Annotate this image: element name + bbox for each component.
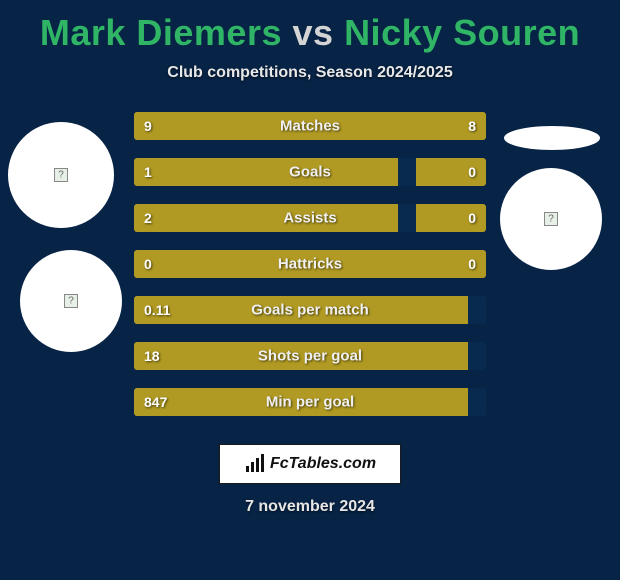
- vs-label: vs: [293, 12, 334, 53]
- stat-value-left: 18: [144, 348, 160, 364]
- brand-badge: FcTables.com: [219, 444, 401, 484]
- subtitle: Club competitions, Season 2024/2025: [0, 64, 620, 82]
- stat-label: Goals: [289, 164, 331, 181]
- stat-value-left: 9: [144, 118, 152, 134]
- brand-text: FcTables.com: [270, 455, 376, 473]
- comparison-title: Mark Diemers vs Nicky Souren: [0, 0, 620, 54]
- stat-label: Assists: [283, 210, 336, 227]
- stat-row: 9 8 Matches: [134, 112, 486, 140]
- stat-value-left: 0.11: [144, 302, 170, 318]
- stat-value-left: 2: [144, 210, 152, 226]
- stat-label: Shots per goal: [258, 348, 362, 365]
- stat-value-right: 8: [468, 118, 476, 134]
- player1-club-avatar: [20, 250, 122, 352]
- image-placeholder-icon: [54, 168, 68, 182]
- stat-row: 1 0 Goals: [134, 158, 486, 186]
- stat-row: 18 Shots per goal: [134, 342, 486, 370]
- brand-chart-icon: [244, 454, 266, 474]
- stat-value-right: 0: [468, 164, 476, 180]
- stat-value-right: 0: [468, 256, 476, 272]
- stat-label: Min per goal: [266, 394, 354, 411]
- stat-label: Goals per match: [251, 302, 369, 319]
- image-placeholder-icon: [544, 212, 558, 226]
- player1-name: Mark Diemers: [40, 12, 282, 53]
- stat-value-left: 1: [144, 164, 152, 180]
- stat-label: Matches: [280, 118, 340, 135]
- player2-avatar: [500, 168, 602, 270]
- bar-left: [134, 204, 398, 232]
- date-label: 7 november 2024: [0, 498, 620, 516]
- stat-value-left: 0: [144, 256, 152, 272]
- stat-value-right: 0: [468, 210, 476, 226]
- stat-value-left: 847: [144, 394, 167, 410]
- player2-name: Nicky Souren: [344, 12, 580, 53]
- stat-row: 0.11 Goals per match: [134, 296, 486, 324]
- stat-row: 0 0 Hattricks: [134, 250, 486, 278]
- bar-left: [134, 158, 398, 186]
- player1-avatar: [8, 122, 114, 228]
- decorative-ellipse: [504, 126, 600, 150]
- stat-row: 847 Min per goal: [134, 388, 486, 416]
- stat-label: Hattricks: [278, 256, 342, 273]
- stat-row: 2 0 Assists: [134, 204, 486, 232]
- image-placeholder-icon: [64, 294, 78, 308]
- stats-table: 9 8 Matches 1 0 Goals 2 0 Assists 0 0 Hattricks 0.11…: [134, 112, 486, 416]
